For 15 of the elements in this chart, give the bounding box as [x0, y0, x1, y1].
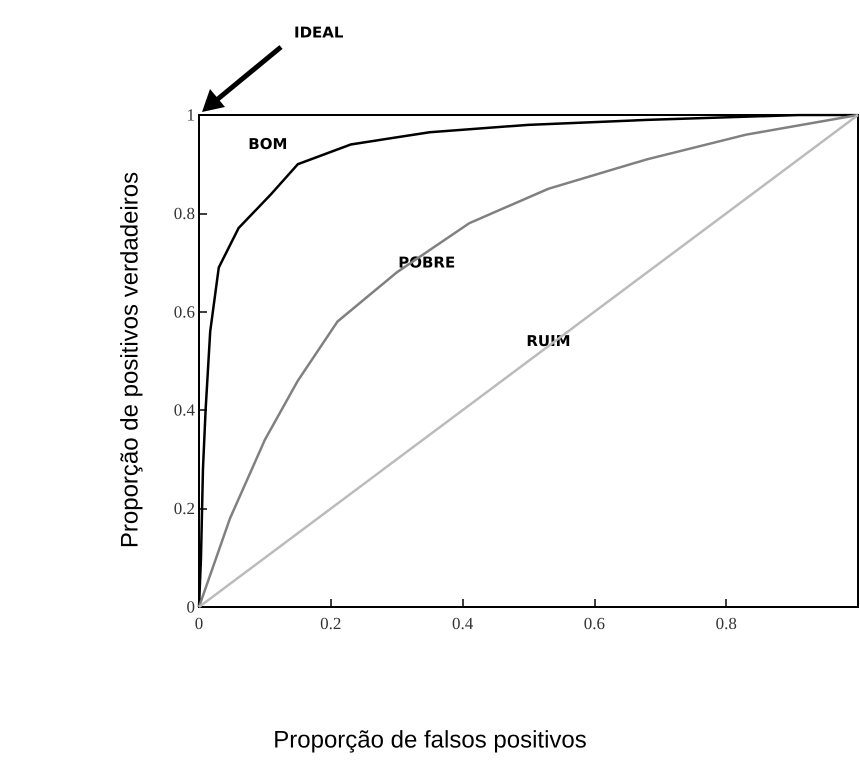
y-tick-label: 0.2	[174, 499, 195, 518]
text: IDEAL	[294, 24, 344, 42]
x-tick-label: 0.6	[584, 614, 606, 633]
x-axis-title: Proporção de falsos positivos	[273, 726, 587, 754]
x-tick-label: 0.4	[452, 614, 474, 633]
x-tick-label: 0.8	[716, 614, 737, 633]
y-tick-label: 0.4	[174, 400, 196, 420]
y-tick-label: 1	[186, 106, 195, 124]
series-label: POBRE	[398, 253, 456, 272]
series-label: BOM	[248, 135, 288, 154]
y-tick-label: 0.6	[174, 302, 195, 322]
y-tick-label: 0.8	[174, 204, 195, 223]
y-axis-title: Proporção de positivos verdadeiros	[116, 172, 144, 548]
x-tick-label: 0.2	[320, 614, 342, 633]
y-tick-label: 0	[186, 598, 195, 616]
